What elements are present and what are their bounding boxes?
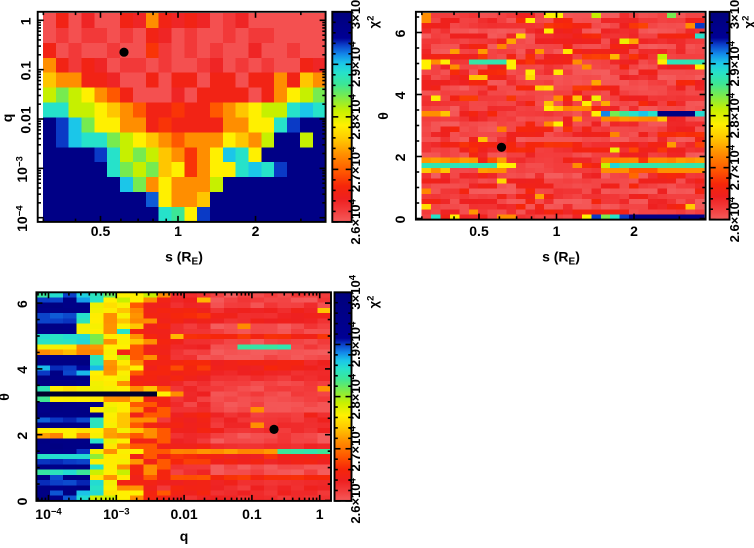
svg-text:2: 2 — [630, 223, 638, 239]
svg-text:0.01: 0.01 — [170, 506, 197, 522]
svg-text:2.8×104: 2.8×104 — [727, 92, 743, 138]
svg-text:θ: θ — [0, 393, 12, 401]
svg-text:2: 2 — [14, 432, 30, 440]
svg-text:0: 0 — [392, 215, 408, 223]
svg-text:4: 4 — [392, 91, 408, 99]
svg-text:θ: θ — [375, 112, 391, 120]
svg-text:4: 4 — [14, 366, 30, 374]
svg-text:2: 2 — [392, 153, 408, 161]
svg-text:1: 1 — [553, 223, 561, 239]
svg-text:2.6×104: 2.6×104 — [348, 477, 364, 523]
svg-text:χ2: χ2 — [741, 16, 754, 29]
svg-text:2.9×104: 2.9×104 — [348, 321, 364, 367]
svg-text:2.6×104: 2.6×104 — [348, 198, 364, 244]
svg-text:1: 1 — [174, 223, 182, 239]
svg-text:6: 6 — [14, 300, 30, 308]
svg-text:2.8×104: 2.8×104 — [348, 93, 364, 139]
svg-text:0.1: 0.1 — [18, 61, 34, 81]
svg-text:0.5: 0.5 — [469, 223, 489, 239]
svg-text:3×104: 3×104 — [727, 0, 743, 29]
svg-text:q: q — [180, 528, 189, 544]
svg-text:2.7×104: 2.7×104 — [348, 146, 364, 192]
svg-text:2.6×104: 2.6×104 — [727, 196, 743, 242]
svg-text:1: 1 — [316, 506, 324, 522]
svg-text:2.8×104: 2.8×104 — [348, 373, 364, 419]
svg-text:2.9×104: 2.9×104 — [727, 40, 743, 86]
svg-text:6: 6 — [392, 29, 408, 37]
svg-text:1: 1 — [18, 17, 34, 25]
svg-text:3×104: 3×104 — [348, 274, 364, 309]
svg-text:3×104: 3×104 — [348, 0, 364, 29]
svg-text:2.9×104: 2.9×104 — [348, 41, 364, 87]
svg-text:0.5: 0.5 — [91, 223, 111, 239]
svg-text:2.7×104: 2.7×104 — [727, 144, 743, 190]
svg-text:2.7×104: 2.7×104 — [348, 425, 364, 471]
svg-text:0.1: 0.1 — [242, 506, 262, 522]
svg-text:2: 2 — [252, 223, 260, 239]
svg-text:q: q — [0, 114, 15, 123]
svg-text:0.01: 0.01 — [18, 106, 34, 133]
svg-text:0: 0 — [14, 497, 30, 505]
